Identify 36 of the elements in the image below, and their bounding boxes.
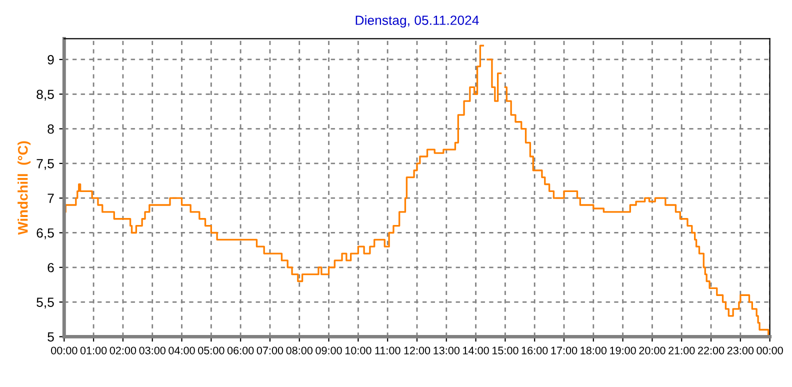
y-tick-label: 5 (48, 332, 54, 342)
x-tick-label: 14:00 (463, 346, 489, 354)
y-tick-label: 8,5 (36, 90, 54, 101)
x-tick-label: 00:00 (51, 346, 78, 354)
x-tick-label: 13:00 (434, 346, 460, 354)
x-tick-label: 04:00 (168, 346, 195, 354)
x-tick-label: 06:00 (227, 346, 254, 354)
y-tick-label: 8 (48, 124, 54, 134)
y-tick-label: 7,5 (36, 159, 54, 170)
x-tick-label: 19:00 (610, 346, 636, 354)
y-axis-title: Windchill (°C) (18, 141, 31, 235)
y-tick-label: 6 (48, 262, 54, 272)
x-tick-label: 15:00 (492, 346, 518, 354)
y-tick-label: 6,5 (36, 228, 54, 240)
x-tick-label: 21:00 (668, 346, 695, 354)
x-tick-label: 12:00 (404, 346, 430, 354)
chart-title: Dienstag, 05.11.2024 (356, 15, 479, 28)
x-tick-label: 17:00 (551, 346, 578, 354)
y-tick-label: 9 (48, 55, 54, 64)
x-tick-label: 11:00 (375, 346, 400, 354)
x-tick-label: 02:00 (110, 346, 136, 354)
x-tick-label: 23:00 (727, 346, 754, 354)
y-tick-label: 7 (48, 194, 54, 203)
x-tick-label: 20:00 (639, 346, 666, 354)
x-tick-label: 01:00 (80, 346, 107, 354)
x-tick-label: 16:00 (522, 346, 548, 354)
x-tick-label: 03:00 (139, 346, 166, 354)
y-tick-label: 5,5 (36, 298, 54, 309)
x-tick-label: 10:00 (345, 346, 372, 354)
x-tick-label: 09:00 (316, 346, 342, 354)
x-tick-label: 22:00 (698, 346, 724, 354)
x-tick-label: 07:00 (256, 346, 284, 354)
x-tick-label: 08:00 (286, 346, 313, 354)
x-tick-label: 00:00 (756, 346, 783, 354)
x-tick-label: 18:00 (580, 346, 607, 354)
x-tick-label: 05:00 (198, 346, 224, 354)
